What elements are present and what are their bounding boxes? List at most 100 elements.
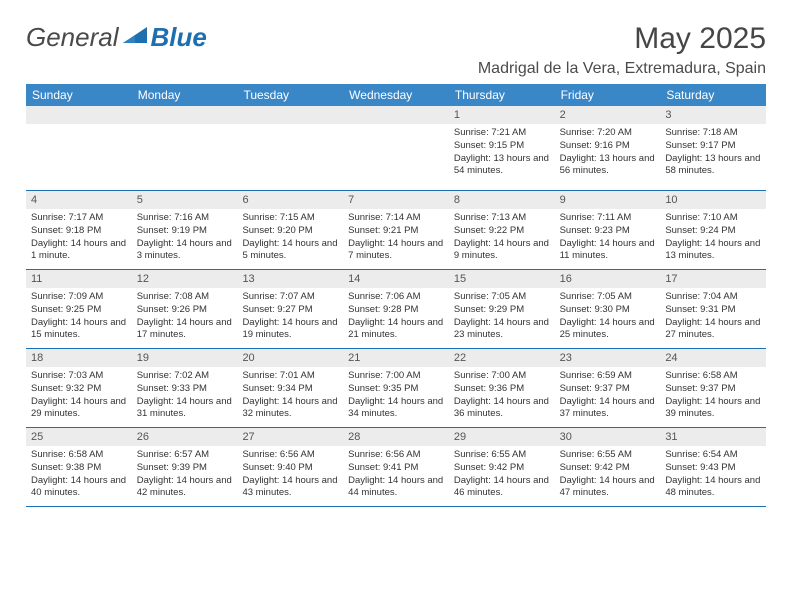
day-detail-text: Sunrise: 6:59 AMSunset: 9:37 PMDaylight:… [555,367,661,425]
logo-text-1: General [26,22,119,53]
day-number: 22 [449,349,555,367]
day-cell [26,106,132,190]
day-cell: 4Sunrise: 7:17 AMSunset: 9:18 PMDaylight… [26,191,132,269]
day-cell: 23Sunrise: 6:59 AMSunset: 9:37 PMDayligh… [555,349,661,427]
day-detail-text: Sunrise: 6:55 AMSunset: 9:42 PMDaylight:… [449,446,555,504]
week-row: 11Sunrise: 7:09 AMSunset: 9:25 PMDayligh… [26,270,766,349]
day-cell: 18Sunrise: 7:03 AMSunset: 9:32 PMDayligh… [26,349,132,427]
calendar-grid: 1Sunrise: 7:21 AMSunset: 9:15 PMDaylight… [26,106,766,507]
day-header: Tuesday [237,84,343,106]
day-cell: 6Sunrise: 7:15 AMSunset: 9:20 PMDaylight… [237,191,343,269]
day-number: 27 [237,428,343,446]
day-detail-text: Sunrise: 7:07 AMSunset: 9:27 PMDaylight:… [237,288,343,346]
day-detail-text: Sunrise: 7:21 AMSunset: 9:15 PMDaylight:… [449,124,555,182]
day-cell [132,106,238,190]
week-row: 25Sunrise: 6:58 AMSunset: 9:38 PMDayligh… [26,428,766,507]
day-cell: 3Sunrise: 7:18 AMSunset: 9:17 PMDaylight… [660,106,766,190]
month-title: May 2025 [478,22,766,56]
day-header-row: SundayMondayTuesdayWednesdayThursdayFrid… [26,84,766,106]
day-detail-text: Sunrise: 6:57 AMSunset: 9:39 PMDaylight:… [132,446,238,504]
day-cell: 31Sunrise: 6:54 AMSunset: 9:43 PMDayligh… [660,428,766,506]
day-detail-text: Sunrise: 7:10 AMSunset: 9:24 PMDaylight:… [660,209,766,267]
day-detail-text: Sunrise: 7:06 AMSunset: 9:28 PMDaylight:… [343,288,449,346]
day-number: 6 [237,191,343,209]
day-header: Saturday [660,84,766,106]
day-cell: 24Sunrise: 6:58 AMSunset: 9:37 PMDayligh… [660,349,766,427]
day-cell: 17Sunrise: 7:04 AMSunset: 9:31 PMDayligh… [660,270,766,348]
day-number: 5 [132,191,238,209]
day-detail-text: Sunrise: 7:05 AMSunset: 9:30 PMDaylight:… [555,288,661,346]
day-cell [237,106,343,190]
day-number: 24 [660,349,766,367]
day-cell: 30Sunrise: 6:55 AMSunset: 9:42 PMDayligh… [555,428,661,506]
logo-text-2: Blue [151,22,207,53]
day-number: 11 [26,270,132,288]
day-number: 28 [343,428,449,446]
day-number: 2 [555,106,661,124]
week-row: 4Sunrise: 7:17 AMSunset: 9:18 PMDaylight… [26,191,766,270]
day-header: Monday [132,84,238,106]
day-number: 9 [555,191,661,209]
logo: General Blue [26,22,207,53]
day-header: Sunday [26,84,132,106]
day-detail-text: Sunrise: 7:14 AMSunset: 9:21 PMDaylight:… [343,209,449,267]
day-cell: 9Sunrise: 7:11 AMSunset: 9:23 PMDaylight… [555,191,661,269]
day-detail-text: Sunrise: 7:03 AMSunset: 9:32 PMDaylight:… [26,367,132,425]
day-number: 21 [343,349,449,367]
week-row: 1Sunrise: 7:21 AMSunset: 9:15 PMDaylight… [26,106,766,191]
day-number: 26 [132,428,238,446]
day-number: 12 [132,270,238,288]
calendar: SundayMondayTuesdayWednesdayThursdayFrid… [0,84,792,507]
day-cell: 20Sunrise: 7:01 AMSunset: 9:34 PMDayligh… [237,349,343,427]
day-cell: 2Sunrise: 7:20 AMSunset: 9:16 PMDaylight… [555,106,661,190]
day-cell: 14Sunrise: 7:06 AMSunset: 9:28 PMDayligh… [343,270,449,348]
day-header: Friday [555,84,661,106]
day-number [237,106,343,124]
day-cell: 22Sunrise: 7:00 AMSunset: 9:36 PMDayligh… [449,349,555,427]
day-detail-text: Sunrise: 7:09 AMSunset: 9:25 PMDaylight:… [26,288,132,346]
day-cell: 15Sunrise: 7:05 AMSunset: 9:29 PMDayligh… [449,270,555,348]
day-detail-text: Sunrise: 7:01 AMSunset: 9:34 PMDaylight:… [237,367,343,425]
day-number: 13 [237,270,343,288]
day-detail-text: Sunrise: 6:58 AMSunset: 9:38 PMDaylight:… [26,446,132,504]
day-number [343,106,449,124]
day-detail-text: Sunrise: 6:58 AMSunset: 9:37 PMDaylight:… [660,367,766,425]
day-detail-text: Sunrise: 6:54 AMSunset: 9:43 PMDaylight:… [660,446,766,504]
day-detail-text: Sunrise: 6:55 AMSunset: 9:42 PMDaylight:… [555,446,661,504]
day-detail-text: Sunrise: 7:08 AMSunset: 9:26 PMDaylight:… [132,288,238,346]
day-cell: 10Sunrise: 7:10 AMSunset: 9:24 PMDayligh… [660,191,766,269]
day-detail-text: Sunrise: 7:05 AMSunset: 9:29 PMDaylight:… [449,288,555,346]
day-header: Thursday [449,84,555,106]
day-cell: 13Sunrise: 7:07 AMSunset: 9:27 PMDayligh… [237,270,343,348]
day-detail-text: Sunrise: 6:56 AMSunset: 9:41 PMDaylight:… [343,446,449,504]
day-number: 18 [26,349,132,367]
day-number: 29 [449,428,555,446]
day-number [26,106,132,124]
day-number: 1 [449,106,555,124]
title-block: May 2025 Madrigal de la Vera, Extremadur… [478,22,766,78]
location-subtitle: Madrigal de la Vera, Extremadura, Spain [478,60,766,78]
day-cell: 25Sunrise: 6:58 AMSunset: 9:38 PMDayligh… [26,428,132,506]
day-cell: 27Sunrise: 6:56 AMSunset: 9:40 PMDayligh… [237,428,343,506]
day-cell: 21Sunrise: 7:00 AMSunset: 9:35 PMDayligh… [343,349,449,427]
day-number: 3 [660,106,766,124]
day-detail-text: Sunrise: 7:15 AMSunset: 9:20 PMDaylight:… [237,209,343,267]
day-number: 25 [26,428,132,446]
day-detail-text: Sunrise: 6:56 AMSunset: 9:40 PMDaylight:… [237,446,343,504]
day-detail-text: Sunrise: 7:04 AMSunset: 9:31 PMDaylight:… [660,288,766,346]
day-detail-text: Sunrise: 7:11 AMSunset: 9:23 PMDaylight:… [555,209,661,267]
day-cell: 12Sunrise: 7:08 AMSunset: 9:26 PMDayligh… [132,270,238,348]
day-detail-text: Sunrise: 7:16 AMSunset: 9:19 PMDaylight:… [132,209,238,267]
day-number: 15 [449,270,555,288]
day-detail-text: Sunrise: 7:00 AMSunset: 9:36 PMDaylight:… [449,367,555,425]
day-cell: 1Sunrise: 7:21 AMSunset: 9:15 PMDaylight… [449,106,555,190]
day-cell [343,106,449,190]
day-cell: 19Sunrise: 7:02 AMSunset: 9:33 PMDayligh… [132,349,238,427]
day-number: 8 [449,191,555,209]
day-detail-text: Sunrise: 7:02 AMSunset: 9:33 PMDaylight:… [132,367,238,425]
day-detail-text: Sunrise: 7:13 AMSunset: 9:22 PMDaylight:… [449,209,555,267]
day-cell: 8Sunrise: 7:13 AMSunset: 9:22 PMDaylight… [449,191,555,269]
day-number: 20 [237,349,343,367]
day-detail-text: Sunrise: 7:20 AMSunset: 9:16 PMDaylight:… [555,124,661,182]
day-number [132,106,238,124]
